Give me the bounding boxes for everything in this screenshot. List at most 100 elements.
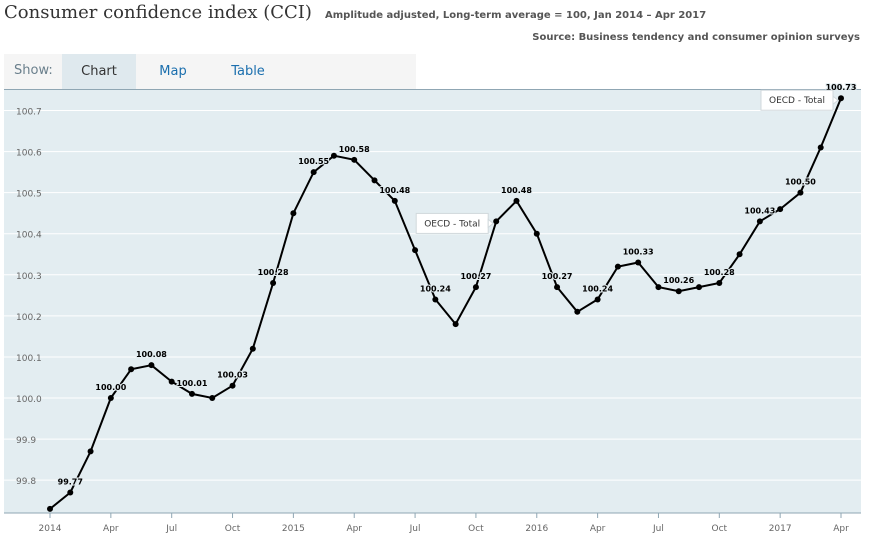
series-callout: OECD - Total xyxy=(760,89,839,111)
series-line-oecd-total xyxy=(49,97,842,510)
data-point[interactable] xyxy=(696,284,703,291)
data-label: 100.01 xyxy=(177,379,208,388)
data-point[interactable] xyxy=(838,95,844,102)
x-tick-label: Jul xyxy=(652,524,664,534)
data-point[interactable] xyxy=(47,505,53,512)
source-note: Source: Business tendency and consumer o… xyxy=(532,32,860,43)
data-point[interactable] xyxy=(716,280,723,287)
data-label: 100.28 xyxy=(704,268,735,277)
data-point[interactable] xyxy=(655,284,662,291)
data-point[interactable] xyxy=(533,230,540,237)
data-point[interactable] xyxy=(777,206,784,213)
data-point[interactable] xyxy=(391,197,398,204)
data-point[interactable] xyxy=(574,308,581,315)
data-label: 100.48 xyxy=(501,186,532,195)
y-tick-label: 100.6 xyxy=(16,149,42,159)
x-tick-label: Oct xyxy=(468,524,484,534)
data-point[interactable] xyxy=(371,177,378,184)
data-point[interactable] xyxy=(797,189,804,196)
data-point[interactable] xyxy=(513,197,520,204)
x-tick-label: Oct xyxy=(712,524,728,534)
y-axis-ticks: 99.8 99.9 100.0 100.1 100.2 100.3 100.4 100.5 10… xyxy=(16,108,42,488)
x-tick-label: Jul xyxy=(409,524,421,534)
callout-pointer xyxy=(832,95,839,106)
x-tick-label: Jul xyxy=(165,524,177,534)
data-point[interactable] xyxy=(817,144,824,151)
data-point[interactable] xyxy=(432,296,439,303)
data-point[interactable] xyxy=(270,280,277,287)
data-label: 100.27 xyxy=(542,272,573,281)
y-tick-label: 99.9 xyxy=(16,436,36,446)
x-tick-label: 2015 xyxy=(282,524,305,534)
data-point[interactable] xyxy=(67,489,74,496)
data-point[interactable] xyxy=(330,152,337,159)
data-point[interactable] xyxy=(351,156,358,163)
data-point[interactable] xyxy=(107,395,114,402)
y-tick-label: 100.3 xyxy=(16,272,42,282)
data-point[interactable] xyxy=(229,382,236,389)
series-points xyxy=(47,95,844,512)
data-point[interactable] xyxy=(614,263,621,270)
x-tick-label: Apr xyxy=(103,524,119,534)
view-switcher: Show: Chart Map Table xyxy=(4,54,416,90)
x-tick-label: Apr xyxy=(590,524,606,534)
x-tick-label: 2016 xyxy=(525,524,548,534)
data-label: 100.26 xyxy=(663,276,694,285)
show-label: Show: xyxy=(14,63,53,78)
data-label: 100.43 xyxy=(744,206,775,215)
data-point[interactable] xyxy=(736,251,743,258)
tab-chart[interactable]: Chart xyxy=(62,54,136,90)
data-label: 100.03 xyxy=(217,371,248,380)
chart-header: Consumer confidence index (CCI) Amplitud… xyxy=(4,2,706,28)
y-tick-label: 100.2 xyxy=(16,313,42,323)
data-point[interactable] xyxy=(472,284,479,291)
data-label: 100.58 xyxy=(339,145,370,154)
y-tick-label: 100.1 xyxy=(16,354,42,364)
data-label: 100.24 xyxy=(582,284,613,293)
data-point[interactable] xyxy=(209,395,216,402)
tab-map[interactable]: Map xyxy=(159,64,187,79)
data-point[interactable] xyxy=(412,247,419,254)
data-label: 100.00 xyxy=(95,383,126,392)
data-label: 100.08 xyxy=(136,350,167,359)
x-tick-label: 2014 xyxy=(39,524,62,534)
data-point[interactable] xyxy=(493,218,500,225)
data-label: 100.27 xyxy=(460,272,491,281)
x-tick-label: Apr xyxy=(346,524,362,534)
series-callout: OECD - Total xyxy=(415,212,495,234)
data-point[interactable] xyxy=(188,390,195,397)
data-point[interactable] xyxy=(594,296,601,303)
data-label: 99.77 xyxy=(58,477,83,486)
data-point[interactable] xyxy=(128,366,135,373)
data-point[interactable] xyxy=(554,284,561,291)
data-point[interactable] xyxy=(87,448,94,455)
data-point[interactable] xyxy=(756,218,763,225)
data-point[interactable] xyxy=(675,288,682,295)
data-label: 100.28 xyxy=(258,268,289,277)
y-tick-label: 100.0 xyxy=(16,395,42,405)
y-tick-label: 100.4 xyxy=(16,231,42,241)
y-tick-label: 100.7 xyxy=(16,108,42,118)
data-label: 100.50 xyxy=(785,178,816,187)
x-tick-label: 2017 xyxy=(769,524,792,534)
data-label: 100.24 xyxy=(420,284,451,293)
y-tick-label: 99.8 xyxy=(16,477,36,487)
y-tick-label: 100.5 xyxy=(16,190,42,200)
data-point[interactable] xyxy=(148,362,155,369)
callout-text: OECD - Total xyxy=(424,219,480,229)
callout-pointer xyxy=(487,218,495,229)
data-point[interactable] xyxy=(249,345,256,352)
tab-divider xyxy=(4,89,861,90)
tab-table[interactable]: Table xyxy=(231,64,265,79)
plot-area xyxy=(4,90,861,513)
series-callouts: OECD - Total OECD - Total xyxy=(415,89,839,234)
data-point[interactable] xyxy=(290,210,297,217)
data-point[interactable] xyxy=(635,259,642,266)
data-label: 100.73 xyxy=(826,83,857,92)
data-label: 100.33 xyxy=(623,247,654,256)
data-point[interactable] xyxy=(452,321,459,328)
data-point[interactable] xyxy=(168,378,175,385)
x-axis-ticks: 2014 Apr Jul Oct 2015 Apr Jul Oct 2016 Apr Jul Oct 2… xyxy=(39,513,849,534)
data-labels: 99.77 100.00 100.08 100.01 100.03 100.28 100.5… xyxy=(57,82,858,487)
data-point[interactable] xyxy=(310,169,317,176)
